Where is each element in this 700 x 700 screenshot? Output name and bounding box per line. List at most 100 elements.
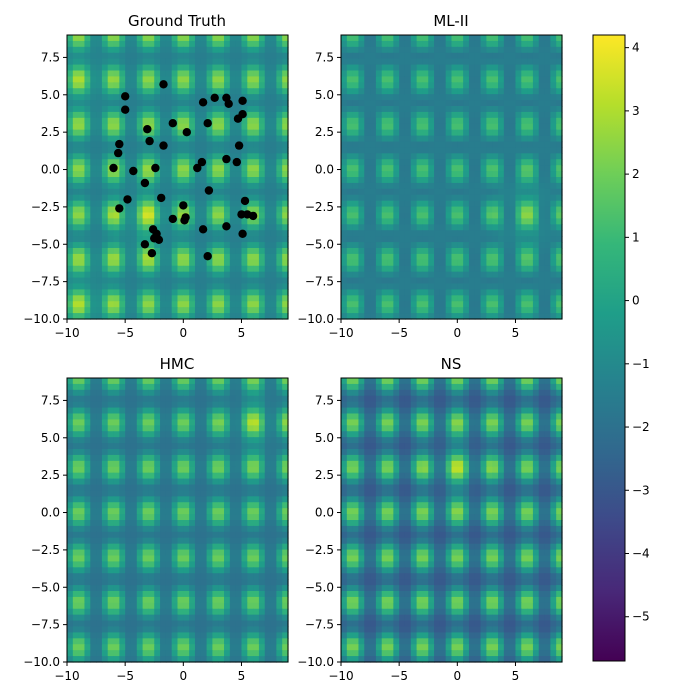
heatmap-cell (130, 70, 138, 78)
heatmap-cell (125, 295, 132, 302)
heatmap-cell (346, 70, 354, 78)
heatmap-cell (67, 153, 74, 160)
heatmap-cell (503, 301, 511, 308)
heatmap-cell (422, 271, 429, 279)
heatmap-cell (160, 129, 167, 137)
heatmap-cell (130, 153, 138, 160)
heatmap-cell (154, 182, 161, 190)
heatmap-cell (154, 484, 161, 492)
heatmap-cell (90, 437, 97, 444)
heatmap-cell (200, 182, 208, 190)
heatmap-cell (416, 200, 424, 208)
heatmap-cell (101, 496, 109, 503)
heatmap-cell (527, 301, 534, 308)
heatmap-cell (253, 525, 260, 533)
heatmap-cell (264, 52, 272, 60)
heatmap-cell (206, 46, 213, 54)
heatmap-cell (410, 64, 418, 72)
heatmap-cell (107, 543, 115, 551)
heatmap-cell (346, 159, 354, 166)
heatmap-cell (177, 466, 184, 474)
heatmap-cell (270, 171, 277, 178)
heatmap-cell (276, 543, 283, 551)
heatmap-cell (206, 437, 213, 444)
heatmap-cell (154, 443, 161, 450)
heatmap-cell (107, 425, 115, 432)
heatmap-cell (474, 230, 482, 237)
heatmap-cell (445, 141, 453, 149)
heatmap-cell (235, 182, 243, 190)
heatmap-cell (194, 313, 202, 320)
heatmap-cell (544, 277, 551, 285)
heatmap-cell (154, 52, 161, 60)
heatmap-cell (101, 437, 109, 444)
heatmap-cell (212, 484, 219, 492)
heatmap-cell (556, 289, 563, 296)
heatmap-cell (101, 153, 109, 160)
heatmap-cell (200, 111, 208, 119)
heatmap-cell (515, 259, 522, 267)
heatmap-cell (212, 123, 219, 131)
heatmap-cell (393, 212, 400, 220)
heatmap-cell (399, 242, 406, 249)
heatmap-cell (375, 88, 383, 95)
heatmap-cell (451, 147, 458, 154)
heatmap-cell (84, 431, 91, 438)
heatmap-cell (399, 301, 406, 308)
heatmap-cell (212, 443, 219, 450)
heatmap-cell (235, 383, 243, 391)
heatmap-cell (171, 40, 179, 48)
heatmap-cell (241, 188, 248, 196)
heatmap-cell (544, 64, 551, 72)
heatmap-cell (125, 135, 132, 143)
heatmap-cell (125, 182, 132, 190)
x-tick-label: −5 (390, 326, 408, 340)
heatmap-cell (142, 230, 150, 237)
heatmap-cell (218, 253, 225, 261)
heatmap-cell (160, 236, 167, 243)
heatmap-cell (136, 567, 144, 574)
heatmap-cell (206, 389, 213, 397)
heatmap-cell (474, 188, 482, 196)
heatmap-cell (113, 307, 120, 314)
heatmap-cell (463, 277, 470, 285)
heatmap-cell (538, 117, 546, 125)
heatmap-cell (212, 378, 219, 385)
heatmap-cell (463, 111, 470, 119)
heatmap-cell (194, 555, 202, 563)
heatmap-cell (84, 40, 91, 48)
heatmap-cell (498, 265, 505, 273)
heatmap-cell (96, 490, 103, 497)
heatmap-cell (399, 206, 406, 214)
heatmap-cell (258, 484, 266, 492)
heatmap-cell (113, 236, 120, 243)
heatmap-cell (130, 520, 138, 527)
heatmap-cell (276, 383, 283, 391)
heatmap-cell (527, 283, 534, 291)
heatmap-cell (125, 206, 132, 214)
heatmap-cell (445, 182, 453, 190)
heatmap-cell (264, 253, 272, 261)
heatmap-cell (218, 159, 225, 166)
heatmap-cell (258, 218, 266, 225)
heatmap-cell (515, 123, 522, 131)
heatmap-cell (264, 182, 272, 190)
heatmap-cell (224, 177, 231, 184)
heatmap-cell (498, 289, 505, 296)
heatmap-cell (404, 295, 412, 302)
heatmap-cell (463, 182, 470, 190)
heatmap-cell (498, 200, 505, 208)
heatmap-cell (527, 224, 534, 231)
heatmap-cell (474, 88, 482, 95)
heatmap-cell (492, 111, 499, 119)
heatmap-cell (212, 531, 219, 539)
heatmap-cell (428, 271, 435, 279)
heatmap-cell (171, 242, 179, 249)
heatmap-cell (503, 307, 511, 314)
heatmap-cell (125, 230, 132, 237)
heatmap-cell (235, 301, 243, 308)
heatmap-cell (480, 295, 487, 302)
heatmap-cell (101, 40, 109, 48)
heatmap-cell (183, 165, 190, 172)
heatmap-cell (130, 159, 138, 166)
